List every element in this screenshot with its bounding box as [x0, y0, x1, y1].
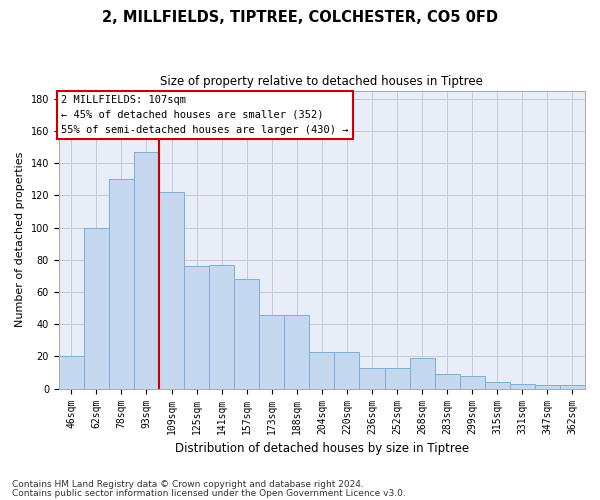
- Bar: [410, 358, 434, 388]
- Bar: [109, 179, 134, 388]
- Bar: [460, 376, 485, 388]
- Bar: [284, 314, 310, 388]
- X-axis label: Distribution of detached houses by size in Tiptree: Distribution of detached houses by size …: [175, 442, 469, 455]
- Bar: [310, 352, 334, 389]
- Bar: [434, 374, 460, 388]
- Bar: [385, 368, 410, 388]
- Bar: [84, 228, 109, 388]
- Bar: [59, 356, 84, 388]
- Title: Size of property relative to detached houses in Tiptree: Size of property relative to detached ho…: [160, 75, 484, 88]
- Bar: [159, 192, 184, 388]
- Bar: [560, 386, 585, 388]
- Bar: [259, 314, 284, 388]
- Y-axis label: Number of detached properties: Number of detached properties: [15, 152, 25, 328]
- Bar: [510, 384, 535, 388]
- Bar: [184, 266, 209, 388]
- Bar: [535, 386, 560, 388]
- Text: Contains public sector information licensed under the Open Government Licence v3: Contains public sector information licen…: [12, 489, 406, 498]
- Bar: [234, 279, 259, 388]
- Text: 2, MILLFIELDS, TIPTREE, COLCHESTER, CO5 0FD: 2, MILLFIELDS, TIPTREE, COLCHESTER, CO5 …: [102, 10, 498, 25]
- Bar: [334, 352, 359, 389]
- Text: 2 MILLFIELDS: 107sqm
← 45% of detached houses are smaller (352)
55% of semi-deta: 2 MILLFIELDS: 107sqm ← 45% of detached h…: [61, 95, 349, 134]
- Bar: [134, 152, 159, 388]
- Bar: [209, 264, 234, 388]
- Text: Contains HM Land Registry data © Crown copyright and database right 2024.: Contains HM Land Registry data © Crown c…: [12, 480, 364, 489]
- Bar: [359, 368, 385, 388]
- Bar: [485, 382, 510, 388]
